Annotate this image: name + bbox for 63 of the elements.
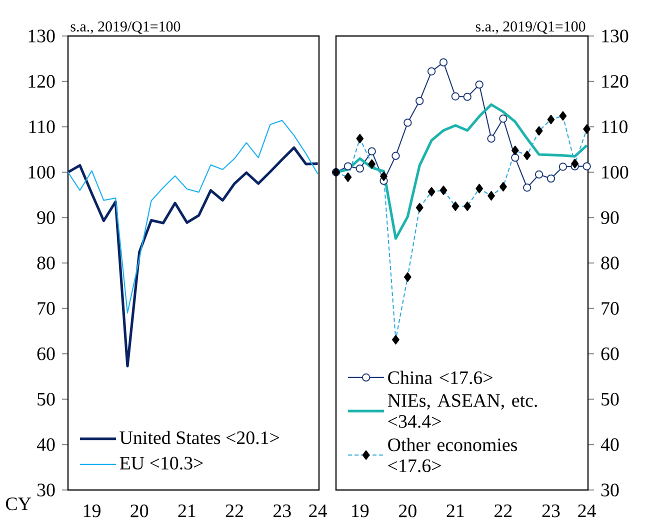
y-tick-label: 110 xyxy=(602,120,628,134)
y-tick-label: 50 xyxy=(38,392,55,406)
y-tick-label: 30 xyxy=(37,484,55,496)
point xyxy=(487,134,496,143)
x-tick-label: 20 xyxy=(399,504,416,518)
x-axis-title: CY xyxy=(6,498,32,510)
x-tick-label: 23 xyxy=(542,504,560,518)
x-tick-label: 19 xyxy=(352,504,369,518)
point xyxy=(546,174,556,183)
y-tick-label: 100 xyxy=(28,166,55,179)
y-tick-label: 90 xyxy=(37,211,55,224)
y-tick-label: 60 xyxy=(601,347,619,360)
x-tick-label: 22 xyxy=(226,504,243,518)
y-tick-label: 90 xyxy=(601,211,619,224)
y-tick-label: 100 xyxy=(602,166,628,179)
x-tick-label: 20 xyxy=(130,504,148,518)
point xyxy=(356,164,364,173)
y-tick-label: 120 xyxy=(28,75,55,88)
y-tick-label: 60 xyxy=(37,347,55,360)
y-axis-title: s.a., 2019/Q1=100 xyxy=(476,21,586,34)
x-tick-label: 24 xyxy=(309,504,327,518)
y-tick-label: 110 xyxy=(29,120,55,134)
point xyxy=(344,162,352,170)
legend-label: Other economies <17.6> xyxy=(388,438,518,472)
x-tick-label: 19 xyxy=(84,504,100,518)
legend-label: United States <20.1> xyxy=(120,430,280,444)
x-tick-label: 22 xyxy=(494,504,512,518)
point xyxy=(475,80,484,89)
y-tick-label: 40 xyxy=(36,438,55,451)
x-tick-label: 21 xyxy=(178,504,196,518)
point xyxy=(392,152,400,160)
x-tick-label: 23 xyxy=(273,504,291,518)
point xyxy=(404,118,412,127)
line-series xyxy=(66,146,320,368)
y-tick-label: 30 xyxy=(601,484,619,496)
point xyxy=(368,147,376,156)
y-tick-label: 120 xyxy=(602,75,628,88)
line-series xyxy=(67,120,318,314)
point xyxy=(534,170,544,179)
x-tick-label: 21 xyxy=(446,504,464,518)
point xyxy=(499,114,508,123)
point xyxy=(427,67,436,76)
x-tick-label: 24 xyxy=(578,504,596,518)
legend-label: China <17.6> xyxy=(388,370,492,384)
point xyxy=(463,92,472,101)
point xyxy=(511,154,520,162)
point xyxy=(582,162,591,170)
point xyxy=(439,58,448,66)
y-axis-title: s.a., 2019/Q1=100 xyxy=(70,21,180,34)
legend-label: EU <10.3> xyxy=(120,456,203,470)
y-tick-label: 70 xyxy=(38,302,55,315)
y-tick-label: 80 xyxy=(601,256,619,270)
y-tick-label: 50 xyxy=(602,392,619,406)
y-tick-label: 130 xyxy=(602,30,628,42)
y-tick-label: 40 xyxy=(600,438,619,451)
point xyxy=(451,92,460,100)
point xyxy=(416,96,424,106)
legend-label: NIEs, ASEAN, etc. <34.4> xyxy=(388,394,537,428)
y-tick-label: 130 xyxy=(28,30,55,42)
y-tick-label: 70 xyxy=(602,302,619,315)
point xyxy=(522,184,532,192)
y-tick-label: 80 xyxy=(37,256,55,270)
point xyxy=(558,162,568,171)
